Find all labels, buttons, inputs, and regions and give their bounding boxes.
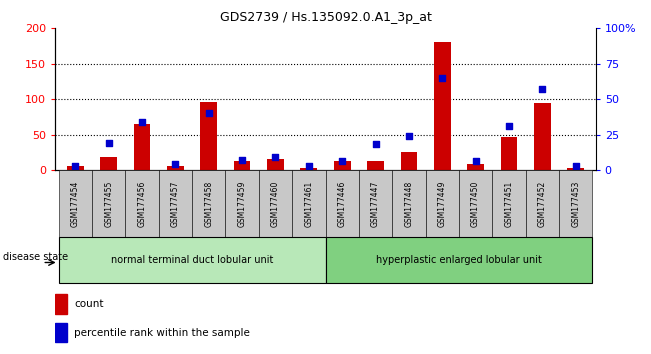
Text: GSM177461: GSM177461 [304, 181, 313, 227]
Point [303, 163, 314, 169]
Text: GSM177458: GSM177458 [204, 181, 214, 227]
Bar [567, 168, 584, 170]
Bar [559, 170, 592, 237]
Bar [292, 170, 326, 237]
Bar [367, 161, 384, 170]
Bar [259, 170, 292, 237]
Bar [326, 170, 359, 237]
Point [104, 140, 114, 146]
Bar [492, 170, 525, 237]
Bar [55, 322, 67, 342]
Text: GSM177460: GSM177460 [271, 180, 280, 227]
Text: GSM177451: GSM177451 [505, 181, 514, 227]
Text: GSM177452: GSM177452 [538, 181, 547, 227]
Bar [334, 161, 350, 170]
Bar [59, 170, 92, 237]
Point [370, 142, 381, 147]
Bar [426, 170, 459, 237]
Text: GSM177448: GSM177448 [404, 181, 413, 227]
Text: GSM177455: GSM177455 [104, 180, 113, 227]
Bar [267, 159, 284, 170]
Bar [92, 170, 126, 237]
Bar [126, 170, 159, 237]
Point [170, 161, 180, 167]
Bar [467, 164, 484, 170]
Point [570, 163, 581, 169]
Text: normal terminal duct lobular unit: normal terminal duct lobular unit [111, 255, 273, 265]
Bar [234, 161, 251, 170]
Point [204, 110, 214, 116]
Text: count: count [74, 299, 104, 309]
Point [537, 86, 547, 92]
Text: GSM177449: GSM177449 [437, 180, 447, 227]
Bar [159, 170, 192, 237]
Bar [225, 170, 259, 237]
Text: hyperplastic enlarged lobular unit: hyperplastic enlarged lobular unit [376, 255, 542, 265]
Bar [55, 294, 67, 314]
Bar [192, 170, 225, 237]
Text: GSM177459: GSM177459 [238, 180, 247, 227]
Point [437, 75, 447, 81]
Bar [301, 168, 317, 170]
Point [471, 159, 481, 164]
Point [237, 157, 247, 163]
Bar [400, 152, 417, 170]
Bar [100, 157, 117, 170]
Point [70, 163, 81, 169]
Bar [434, 42, 450, 170]
Text: GDS2739 / Hs.135092.0.A1_3p_at: GDS2739 / Hs.135092.0.A1_3p_at [219, 11, 432, 24]
Text: disease state: disease state [3, 252, 68, 262]
Text: GSM177454: GSM177454 [71, 180, 80, 227]
Point [337, 159, 348, 164]
Point [137, 119, 147, 125]
Text: GSM177453: GSM177453 [571, 180, 580, 227]
Point [270, 154, 281, 160]
Bar [525, 170, 559, 237]
Bar [201, 102, 217, 170]
Point [404, 133, 414, 139]
Bar [167, 166, 184, 170]
Text: GSM177447: GSM177447 [371, 180, 380, 227]
Bar [501, 137, 518, 170]
Text: GSM177450: GSM177450 [471, 180, 480, 227]
Text: GSM177456: GSM177456 [137, 180, 146, 227]
Bar [133, 124, 150, 170]
Text: percentile rank within the sample: percentile rank within the sample [74, 328, 250, 338]
Text: GSM177457: GSM177457 [171, 180, 180, 227]
Bar [67, 166, 84, 170]
Bar [59, 237, 326, 283]
Text: GSM177446: GSM177446 [338, 180, 347, 227]
Bar [534, 103, 551, 170]
Bar [459, 170, 492, 237]
Bar [326, 237, 592, 283]
Bar [359, 170, 392, 237]
Point [504, 123, 514, 129]
Bar [392, 170, 426, 237]
